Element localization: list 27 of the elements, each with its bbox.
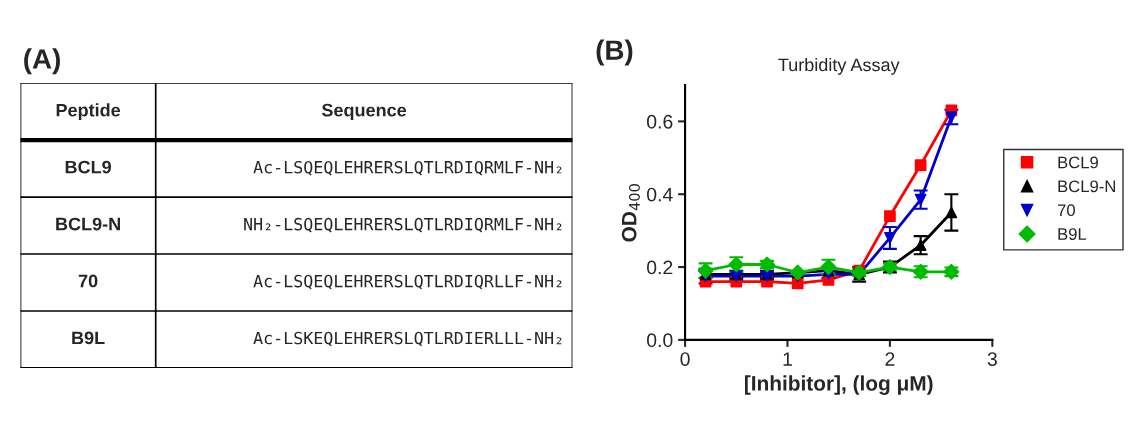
text: Ac-LSQEQLEHRERSLQTLRDIQRMLF-NH₂ [253, 160, 562, 176]
chart-title: Turbidity Assay [778, 58, 900, 75]
text: Ac-LSQEQLEHRERSLQTLRDIQRLLF-NH₂ [253, 274, 562, 290]
x-axis-title: [Inhibitor], (log μM) [745, 375, 933, 395]
category-label: 70 [78, 274, 98, 288]
category-label: Peptide [56, 103, 121, 121]
text: (B) [596, 39, 633, 66]
text: NH₂-LSQEQLEHRERSLQTLRDIQRMLF-NH₂ [244, 217, 562, 233]
category-label: B9L [72, 331, 105, 345]
text: (A) [24, 48, 60, 75]
category-label: BCL9-N [56, 217, 120, 231]
category-label: Sequence [321, 103, 407, 121]
y-tick-label: 0.6 [647, 114, 673, 129]
legend-label: BCL9-N [1058, 180, 1115, 193]
y-tick-label: 0.0 [647, 333, 673, 348]
legend-label: BCL9 [1058, 156, 1098, 169]
x-tick-label: 1 [783, 352, 792, 366]
text: Ac-LSKEQLEHRERSLQTLRDIERLLL-NH₂ [253, 331, 562, 347]
category-label: BCL9 [65, 160, 111, 174]
x-tick-label: 0 [680, 352, 690, 366]
y-tick-label: 0.4 [647, 187, 673, 202]
y-axis-title: OD$_{400}$ [621, 184, 640, 242]
x-tick-label: 2 [885, 352, 895, 366]
y-tick-label: 0.2 [647, 260, 673, 275]
legend-label: 70 [1057, 204, 1075, 217]
legend-label: B9L [1058, 228, 1087, 240]
x-tick-label: 3 [987, 352, 997, 366]
